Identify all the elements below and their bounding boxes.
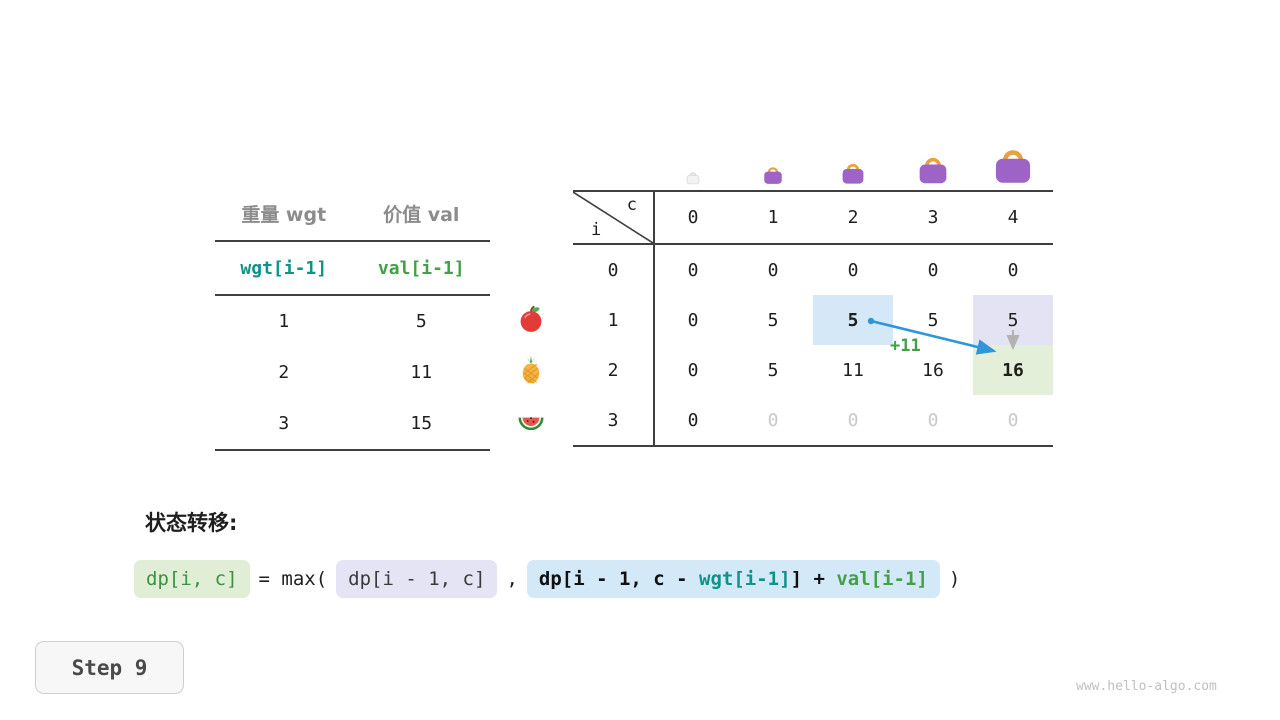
apple-icon (516, 304, 546, 334)
dp-cell: 0 (847, 259, 859, 281)
bag-capacity-3-icon (915, 153, 951, 189)
case-take-prefix: dp[i - 1, c - (538, 568, 700, 590)
dp-corner-cell: c i (573, 192, 653, 243)
dp-cell: 0 (687, 309, 699, 331)
item-value: 11 (410, 362, 433, 383)
item-row: 1 5 (215, 296, 490, 347)
dp-row: 0 0 0 0 0 0 (573, 245, 1053, 295)
col-header: 3 (927, 207, 939, 228)
bag-capacity-4-icon (990, 144, 1036, 189)
row-header: 0 (607, 259, 619, 281)
item-var-label: i (591, 220, 602, 240)
watermelon-icon (516, 406, 546, 436)
items-table-body: 1 5 2 11 3 15 (215, 296, 490, 451)
formula-lhs: dp[i, c] (134, 560, 250, 598)
dp-cell: 16 (922, 359, 944, 381)
items-table: 重量 wgt 价值 val wgt[i-1] val[i-1] 1 5 2 11… (215, 186, 490, 451)
corner-diagonal-line (573, 192, 653, 243)
dp-cell: 0 (927, 259, 939, 281)
dp-row: 3 0 0 0 0 0 (573, 395, 1053, 445)
dp-cell-source-keep: 5 (973, 295, 1053, 345)
dp-cell-current: 16 (973, 345, 1053, 395)
item-value: 5 (415, 311, 427, 332)
formula-comma: , (506, 568, 518, 590)
dp-table-vertical-divider (653, 192, 655, 447)
dp-row: 1 0 5 5 5 5 (573, 295, 1053, 345)
formula-case-take: dp[i - 1, c - wgt[i-1]] + val[i-1] (526, 560, 940, 598)
step-badge: Step 9 (35, 641, 184, 694)
pineapple-icon (516, 355, 546, 385)
watermark: www.hello-algo.com (1076, 679, 1217, 694)
weight-header: 重量 wgt (241, 203, 327, 226)
value-added-annotation: +11 (890, 336, 921, 356)
item-weight: 2 (278, 362, 290, 383)
dp-cell: 11 (842, 359, 864, 381)
dp-cell: 0 (687, 409, 699, 431)
dp-cell: 5 (767, 309, 779, 331)
row-header: 1 (607, 309, 619, 331)
bag-capacity-2-icon (839, 160, 867, 189)
col-header: 0 (687, 207, 699, 228)
dp-row: 2 0 5 11 16 16 (573, 345, 1053, 395)
case-take-val-token: val[i-1] (836, 568, 928, 590)
transition-section-label: 状态转移: (145, 511, 238, 535)
item-weight: 3 (278, 413, 290, 434)
items-table-header: 重量 wgt 价值 val (215, 186, 490, 242)
dp-cell: 5 (767, 359, 779, 381)
case-take-wgt-token: wgt[i-1] (699, 568, 791, 590)
dp-cell: 0 (1007, 259, 1019, 281)
dp-cell-pending: 0 (1007, 409, 1019, 431)
row-header: 2 (607, 359, 619, 381)
col-header: 1 (767, 207, 779, 228)
dp-cell: 0 (687, 259, 699, 281)
dp-cell: 0 (687, 359, 699, 381)
dp-cell: 0 (767, 259, 779, 281)
value-header: 价值 val (383, 203, 460, 226)
dp-table-body: 0 0 0 0 0 0 1 0 5 5 5 5 2 0 5 11 16 (573, 245, 1053, 447)
col-header: 2 (847, 207, 859, 228)
item-value: 15 (410, 413, 433, 434)
item-row: 2 11 (215, 347, 490, 398)
item-weight: 1 (278, 311, 290, 332)
bag-capacity-1-icon (761, 164, 785, 189)
items-table-formula-row: wgt[i-1] val[i-1] (215, 242, 490, 296)
formula-case-keep: dp[i - 1, c] (336, 560, 498, 598)
formula-close-paren: ) (948, 568, 961, 590)
capacity-var-label: c (626, 195, 637, 215)
val-formula-cell: val[i-1] (377, 257, 465, 279)
bag-capacity-0-icon (685, 170, 701, 189)
dp-cell-source-take: 5 (813, 295, 893, 345)
dp-cell-pending: 0 (767, 409, 779, 431)
formula-max-open: = max( (258, 568, 328, 590)
dp-cell-pending: 0 (927, 409, 939, 431)
wgt-formula-cell: wgt[i-1] (240, 257, 328, 279)
case-take-mid: ] + (790, 568, 837, 590)
row-header: 3 (607, 409, 619, 431)
item-row: 3 15 (215, 398, 490, 449)
dp-table: c i 0 1 2 3 4 0 0 0 0 0 0 1 0 5 5 5 (573, 190, 1053, 447)
dp-table-header: c i 0 1 2 3 4 (573, 192, 1053, 245)
state-transition-formula: dp[i, c] = max( dp[i - 1, c] , dp[i - 1,… (134, 560, 960, 598)
dp-cell-pending: 0 (847, 409, 859, 431)
col-header: 4 (1007, 207, 1019, 228)
